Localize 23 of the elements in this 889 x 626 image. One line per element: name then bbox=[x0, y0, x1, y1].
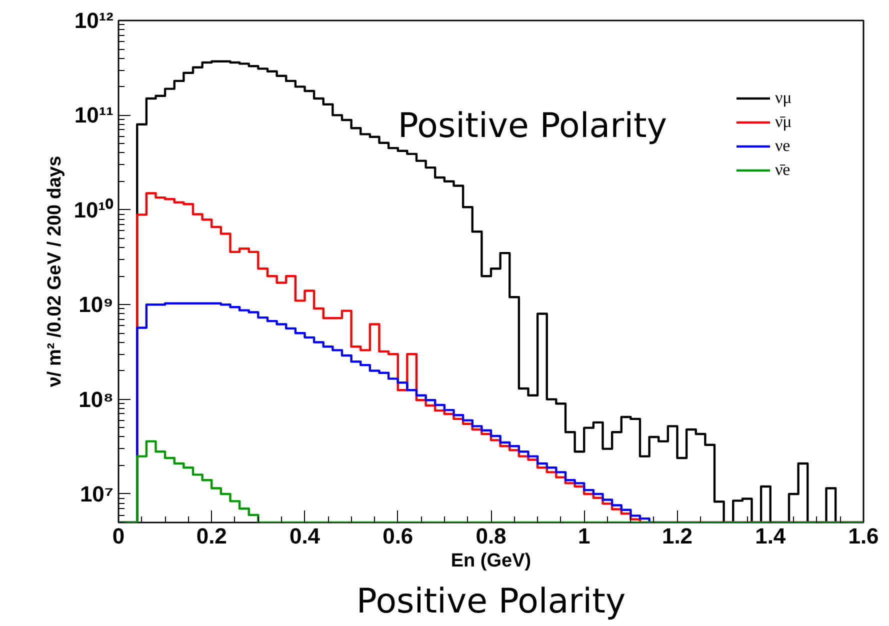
y-tick-label: 10¹¹ bbox=[74, 102, 114, 128]
x-tick-label: 0.4 bbox=[289, 524, 321, 548]
x-tick-label: 1.2 bbox=[662, 524, 693, 548]
x-axis-title: En (GeV) bbox=[450, 550, 532, 572]
y-tick-label: 10¹⁰ bbox=[74, 197, 114, 222]
x-tick-label: 1 bbox=[578, 524, 590, 548]
annotation: Positive Polarity bbox=[398, 106, 668, 146]
legend-label: νe bbox=[775, 136, 792, 156]
y-tick-label: 10⁸ bbox=[78, 386, 114, 412]
x-tick-label: 1.6 bbox=[848, 524, 879, 548]
legend-label: ν̄e bbox=[775, 160, 792, 180]
x-tick-label: 0 bbox=[112, 524, 125, 548]
text: Positive Polarity bbox=[356, 582, 626, 622]
legend-label: νμ bbox=[775, 88, 793, 108]
legend-label: ν̄μ bbox=[775, 112, 793, 132]
x-tick-label: 0.8 bbox=[476, 524, 506, 548]
y-tick-label: 10⁹ bbox=[78, 292, 114, 318]
y-axis-title: ν/ m² /0.02 GeV / 200 days bbox=[44, 156, 66, 388]
x-tick-label: 0.6 bbox=[382, 524, 414, 548]
x-tick-label: 0.2 bbox=[196, 524, 227, 548]
x-tick-label: 1.4 bbox=[755, 524, 786, 548]
y-tick-label: 10¹² bbox=[74, 8, 114, 33]
y-tick-label: 10⁷ bbox=[80, 481, 114, 506]
